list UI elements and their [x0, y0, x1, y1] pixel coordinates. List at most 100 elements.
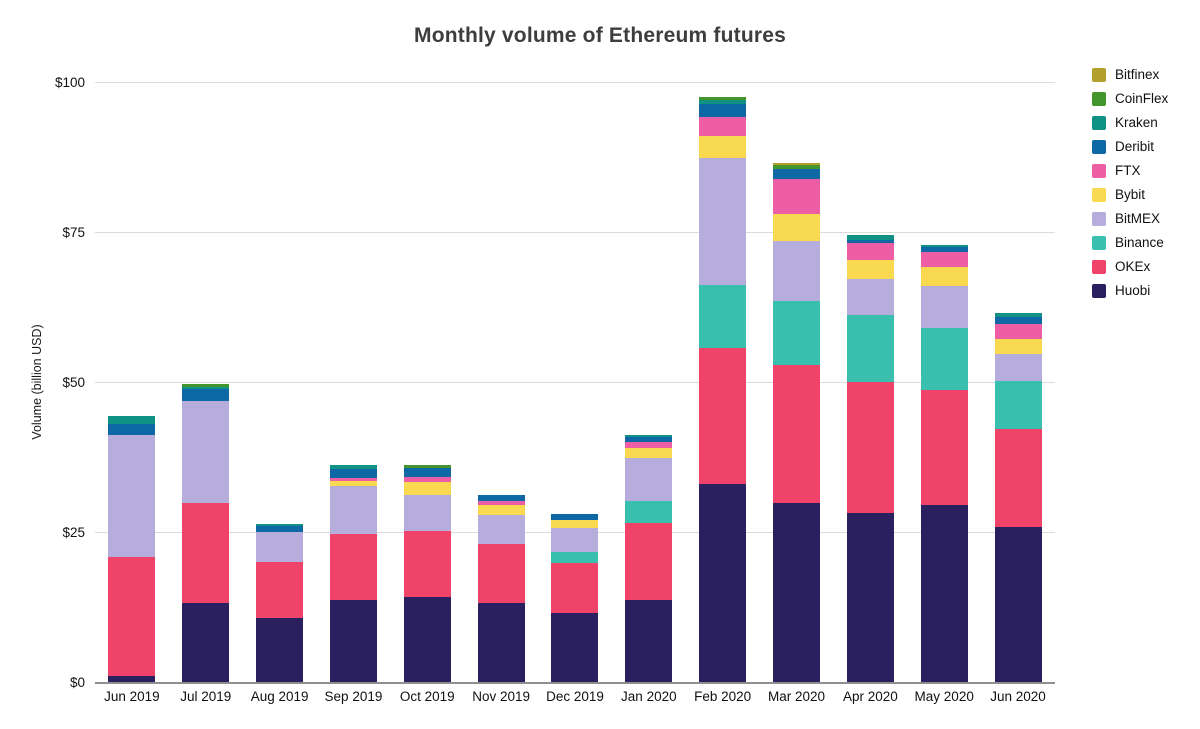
bar-segment-coinflex [773, 165, 821, 169]
x-tick-label: Jan 2020 [621, 689, 677, 704]
bar-segment-bitmex [846, 278, 894, 316]
bar-segment-deribit [477, 494, 525, 501]
bar-slot-jun-2019 [95, 83, 169, 683]
bar-segment-binance [920, 327, 968, 390]
legend-item-bitmex: BitMEX [1092, 211, 1168, 226]
legend-swatch-deribit [1092, 139, 1106, 154]
stacked-bar-jan-2020 [625, 434, 673, 683]
legend-swatch-bitmex [1092, 211, 1106, 226]
bar-segment-okex [699, 347, 747, 485]
bar-segment-okex [920, 389, 968, 506]
gridline-75 [95, 232, 1055, 233]
bar-segment-okex [994, 429, 1042, 527]
legend-label: BitMEX [1115, 211, 1161, 226]
bar-slot-jan-2020 [612, 83, 686, 683]
legend-item-deribit: Deribit [1092, 139, 1168, 154]
bar-segment-kraken [846, 235, 894, 240]
bar-segment-bitmex [256, 531, 304, 563]
bar-segment-bitmex [329, 486, 377, 535]
bar-segment-deribit [846, 239, 894, 244]
x-tick-label: Jun 2019 [104, 689, 160, 704]
x-tick-label: Dec 2019 [546, 689, 604, 704]
legend-swatch-bitfinex [1092, 67, 1106, 82]
bar-segment-deribit [699, 104, 747, 118]
legend-swatch-bybit [1092, 187, 1106, 202]
bar-segment-bitfinex [773, 162, 821, 166]
stacked-bar-jul-2019 [182, 384, 230, 683]
bar-segment-huobi [773, 503, 821, 683]
legend-swatch-ftx [1092, 163, 1106, 178]
bar-slot-nov-2019 [464, 83, 538, 683]
bar-segment-okex [256, 562, 304, 618]
bar-segment-huobi [846, 513, 894, 683]
bar-segment-huobi [256, 617, 304, 683]
bar-segment-ftx [477, 500, 525, 505]
legend-item-huobi: Huobi [1092, 283, 1168, 298]
bar-segment-deribit [773, 168, 821, 180]
bar-segment-binance [773, 300, 821, 365]
bar-segment-okex [551, 563, 599, 614]
bar-segment-huobi [182, 603, 230, 683]
bar-segment-huobi [329, 600, 377, 683]
legend-item-bybit: Bybit [1092, 187, 1168, 202]
bar-segment-bybit [329, 481, 377, 487]
bar-segment-huobi [477, 603, 525, 683]
gridline-50 [95, 382, 1055, 383]
bar-slot-jun-2020 [981, 83, 1055, 683]
bar-segment-kraken [994, 313, 1042, 318]
legend-swatch-coinflex [1092, 91, 1106, 106]
bar-segment-deribit [994, 317, 1042, 325]
bar-slot-dec-2019 [538, 83, 612, 683]
gridline-100 [95, 82, 1055, 83]
chart-title: Monthly volume of Ethereum futures [414, 24, 786, 47]
legend-swatch-okex [1092, 259, 1106, 274]
bar-segment-bybit [994, 338, 1042, 354]
legend-item-binance: Binance [1092, 235, 1168, 250]
y-tick-label: $50 [62, 375, 85, 390]
legend-label: CoinFlex [1115, 91, 1169, 106]
bar-segment-bitmex [403, 494, 451, 532]
legend-label: Bybit [1115, 187, 1146, 202]
bar-segment-ftx [625, 442, 673, 448]
legend-swatch-binance [1092, 235, 1106, 250]
legend-label: Bitfinex [1115, 67, 1160, 82]
legend-label: Huobi [1115, 283, 1151, 298]
bar-segment-ftx [403, 477, 451, 483]
bar-segment-deribit [108, 423, 156, 435]
bar-segment-kraken [329, 464, 377, 470]
bar-segment-bybit [625, 447, 673, 459]
legend-label: FTX [1115, 163, 1141, 178]
x-tick-label: Mar 2020 [767, 689, 826, 704]
bar-segment-deribit [625, 437, 673, 443]
bar-segment-bitmex [477, 515, 525, 544]
stacked-bar-may-2020 [920, 245, 968, 683]
bar-segment-bitmex [551, 528, 599, 553]
legend-label: Kraken [1115, 115, 1158, 130]
legend-item-coinflex: CoinFlex [1092, 91, 1168, 106]
legend-label: Binance [1115, 235, 1164, 250]
bar-segment-huobi [994, 527, 1042, 683]
bar-segment-huobi [551, 613, 599, 683]
x-tick-label: Oct 2019 [399, 689, 455, 704]
stacked-bar-mar-2020 [773, 162, 821, 683]
bar-segment-kraken [182, 387, 230, 390]
bar-segment-ftx [994, 324, 1042, 339]
bar-segment-bitmex [182, 401, 230, 504]
bar-segment-bitmex [625, 458, 673, 501]
bar-segment-kraken [256, 524, 304, 527]
x-tick-label: Aug 2019 [250, 689, 309, 704]
bar-segment-huobi [403, 597, 451, 683]
bar-segment-bybit [699, 136, 747, 159]
gridline-0 [95, 682, 1055, 684]
bar-slot-oct-2019 [390, 83, 464, 683]
legend: Bitfinex CoinFlex Kraken Deribit FTX Bybit Bit… [1092, 67, 1168, 307]
legend-swatch-huobi [1092, 283, 1106, 298]
legend-item-bitfinex: Bitfinex [1092, 67, 1168, 82]
bar-segment-deribit [182, 389, 230, 402]
legend-swatch-kraken [1092, 115, 1106, 130]
bar-segment-bybit [551, 519, 599, 529]
bar-segment-deribit [256, 526, 304, 532]
stacked-bar-nov-2019 [477, 494, 525, 683]
bar-slot-feb-2020 [686, 83, 760, 683]
x-tick-label: May 2020 [914, 689, 974, 704]
